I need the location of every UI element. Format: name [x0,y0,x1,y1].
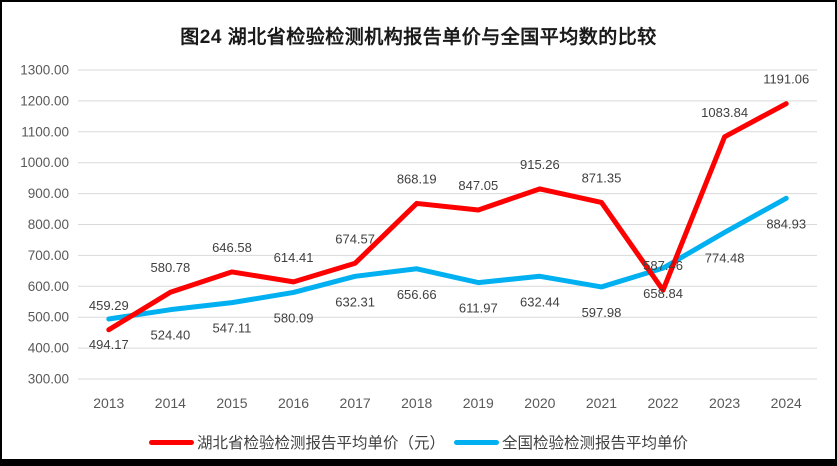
data-label: 524.40 [150,328,190,343]
bottom-rule [2,459,835,464]
x-axis-tick-label: 2016 [278,395,309,411]
data-label: 597.98 [582,305,622,320]
legend-label-hubei: 湖北省检验检测报告平均单价（元） [196,435,445,452]
data-label: 674.57 [335,231,375,246]
legend-label-national: 全国检验检测报告平均单价 [502,435,689,452]
x-axis-tick-label: 2014 [155,395,186,411]
y-axis-tick-label: 1200.00 [20,93,69,108]
data-label: 547.11 [213,321,252,336]
data-label: 587.46 [643,258,683,273]
y-axis-tick-label: 800.00 [28,217,69,232]
legend-line-red-icon [148,439,194,445]
data-label: 1191.06 [763,72,809,87]
data-label: 632.44 [520,294,560,309]
x-axis-tick-label: 2017 [340,395,371,411]
x-axis-tick-label: 2024 [771,395,802,411]
series-line-hubei [106,101,789,333]
y-axis-tick-label: 700.00 [28,248,69,263]
data-label: 580.09 [274,310,314,325]
x-axis-tick-label: 2020 [524,395,555,411]
data-label: 494.17 [89,337,129,352]
x-axis-tick-label: 2015 [216,395,247,411]
data-label: 1083.84 [701,105,748,120]
data-label: 611.97 [459,301,498,316]
data-label: 632.31 [335,294,375,309]
chart-title: 图24 湖北省检验检测机构报告单价与全国平均数的比较 [180,27,657,48]
x-axis-tick-label: 2013 [93,395,124,411]
x-axis-tick-label: 2018 [401,395,432,411]
x-axis-tick-label: 2019 [463,395,494,411]
data-label: 915.26 [520,157,560,172]
legend-item-hubei: 湖北省检验检测报告平均单价（元） [148,431,445,453]
x-axis-tick-label: 2023 [709,395,740,411]
data-label: 774.48 [705,250,745,265]
data-label: 646.58 [212,240,252,255]
data-label: 847.05 [458,178,498,193]
data-label: 658.84 [643,286,683,301]
data-label: 580.78 [150,260,190,275]
legend-item-national: 全国检验检测报告平均单价 [454,431,688,453]
y-axis-tick-label: 1300.00 [20,63,69,78]
legend: 湖北省检验检测报告平均单价（元） 全国检验检测报告平均单价 [2,431,835,453]
y-axis-tick-label: 1100.00 [21,124,69,139]
data-label: 459.29 [89,298,129,313]
y-axis-tick-label: 500.00 [28,310,69,325]
legend-line-blue-icon [454,439,499,445]
data-label: 871.35 [582,170,622,185]
y-axis-tick-label: 400.00 [28,341,69,356]
y-axis-tick-label: 1000.00 [20,155,69,170]
y-axis-tick-label: 900.00 [28,186,69,201]
y-axis-tick-label: 600.00 [28,279,69,294]
x-axis-tick-label: 2022 [647,395,678,411]
data-label: 884.93 [766,216,806,231]
data-label: 656.66 [397,287,437,302]
series-line-national [106,195,789,322]
data-label: 614.41 [274,250,314,265]
x-axis-tick-label: 2021 [586,395,617,411]
data-label: 868.19 [397,171,437,186]
y-axis-tick-label: 300.00 [28,372,69,387]
